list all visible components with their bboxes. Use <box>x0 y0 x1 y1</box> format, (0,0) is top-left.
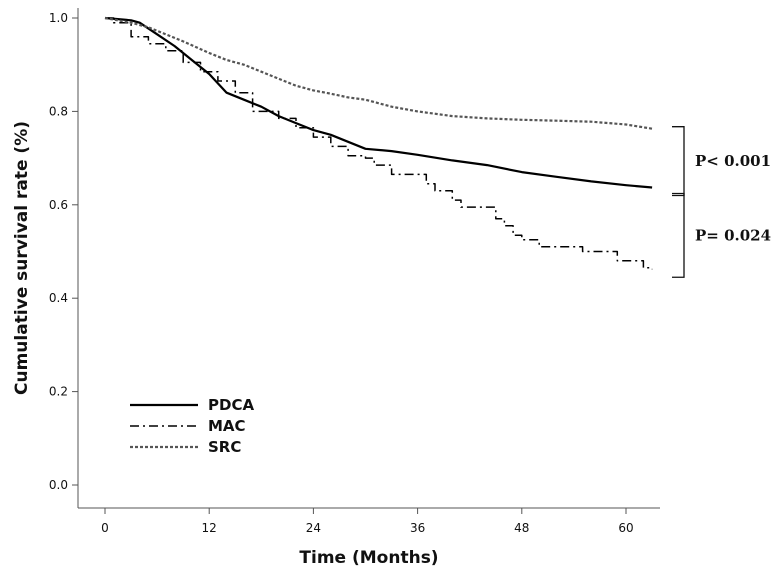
legend-label-mac: MAC <box>208 417 246 435</box>
series-lines <box>104 16 653 270</box>
plot-area: 0.00.20.40.60.81.0 0 12 24 36 48 60 P< 0.001P… <box>49 8 771 535</box>
y-tick-label: 0.0 <box>49 478 68 492</box>
x-tick-label: 0 <box>101 521 109 535</box>
legend-label-pdca: PDCA <box>208 396 254 414</box>
x-tick-label: 12 <box>202 521 217 535</box>
p-value-annotations: P< 0.001 P= 0.024 <box>672 126 771 278</box>
series-line-mac <box>105 17 653 270</box>
x-tick-label: 24 <box>306 521 321 535</box>
y-axis-title: Cumulative survival rate (%) <box>12 121 32 395</box>
p-value-label: P< 0.001 <box>695 152 771 170</box>
x-axis-ticks: 0 12 24 36 48 60 <box>101 508 634 535</box>
y-axis-ticks: 0.0 0.2 0.4 0.6 0.8 1.0 <box>49 11 78 492</box>
x-tick-label: 60 <box>618 521 633 535</box>
series-line-pdca <box>104 16 653 189</box>
y-tick-label: 0.8 <box>49 104 68 118</box>
legend: PDCA MAC SRC <box>130 396 254 456</box>
y-tick-label: 0.6 <box>49 198 68 212</box>
legend-label-src: SRC <box>208 438 241 456</box>
p-value-bracket <box>672 126 685 197</box>
p-value-label: P= 0.024 <box>695 226 771 244</box>
y-tick-label: 1.0 <box>49 11 68 25</box>
series-line-src <box>104 16 653 130</box>
p-value-bracket <box>672 192 685 278</box>
y-tick-label: 0.4 <box>49 291 68 305</box>
x-tick-label: 36 <box>410 521 425 535</box>
x-tick-label: 48 <box>514 521 529 535</box>
y-tick-label: 0.2 <box>49 385 68 399</box>
x-axis-title: Time (Months) <box>299 548 438 568</box>
